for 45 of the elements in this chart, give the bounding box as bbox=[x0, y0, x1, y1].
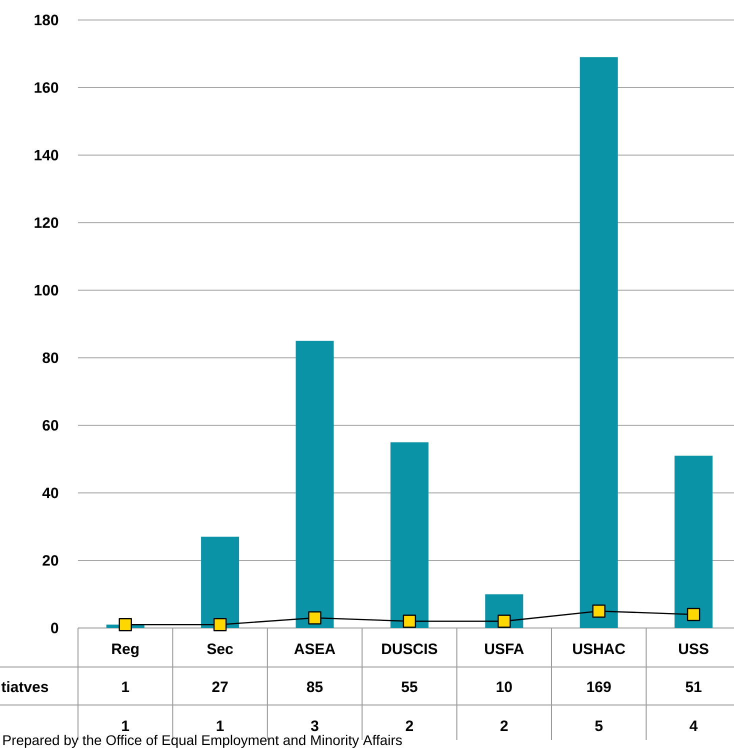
data-label: 2 bbox=[406, 720, 414, 731]
point bbox=[118, 618, 132, 632]
bar bbox=[674, 456, 713, 628]
y-tick-label: 20 bbox=[42, 555, 58, 566]
point bbox=[498, 614, 511, 628]
data-label: 2 bbox=[500, 720, 508, 731]
text: Prepared by the Office of Equal Employment and Minority Affairs bbox=[3, 734, 402, 748]
point bbox=[592, 604, 606, 618]
data-label: 85 bbox=[306, 682, 323, 692]
data-label: 1 bbox=[216, 720, 224, 731]
data-label: 3 bbox=[310, 720, 318, 732]
data-label: 10 bbox=[496, 682, 512, 692]
x-tick-label: DUSCIS bbox=[382, 644, 438, 654]
y-tick-label: 40 bbox=[42, 488, 58, 498]
point bbox=[402, 614, 416, 628]
x-tick-label: ASEA bbox=[294, 644, 336, 654]
point bbox=[213, 618, 227, 632]
data-label: 4 bbox=[690, 720, 698, 731]
data-label: 27 bbox=[212, 682, 228, 692]
bar bbox=[580, 57, 618, 628]
bar bbox=[201, 536, 240, 628]
data-label: 51 bbox=[686, 682, 702, 692]
y-tick-label: 140 bbox=[34, 150, 58, 160]
point bbox=[308, 611, 322, 624]
data-label: 5 bbox=[595, 720, 603, 732]
data-label: 169 bbox=[587, 682, 611, 692]
text: tiatves bbox=[1, 681, 48, 692]
bar bbox=[390, 442, 428, 628]
y-tick-label: 120 bbox=[34, 217, 58, 228]
y-tick-label: 180 bbox=[34, 14, 58, 26]
x-tick-label: Reg bbox=[112, 644, 139, 658]
y-tick-label: 0 bbox=[51, 622, 58, 634]
x-tick-label: USFA bbox=[485, 644, 524, 654]
data-label: 1 bbox=[122, 682, 130, 692]
y-tick-label: 60 bbox=[42, 420, 58, 431]
y-tick-label: 160 bbox=[34, 82, 58, 93]
bar bbox=[296, 340, 334, 628]
x-tick-label: Sec bbox=[207, 644, 233, 654]
data-label: 1 bbox=[122, 720, 130, 731]
x-tick-label: USHAC bbox=[573, 644, 626, 654]
y-tick-label: 80 bbox=[42, 352, 58, 364]
data-label: 55 bbox=[402, 682, 418, 692]
y-tick-label: 100 bbox=[34, 284, 58, 296]
point bbox=[686, 608, 700, 622]
x-tick-label: USS bbox=[679, 644, 708, 654]
